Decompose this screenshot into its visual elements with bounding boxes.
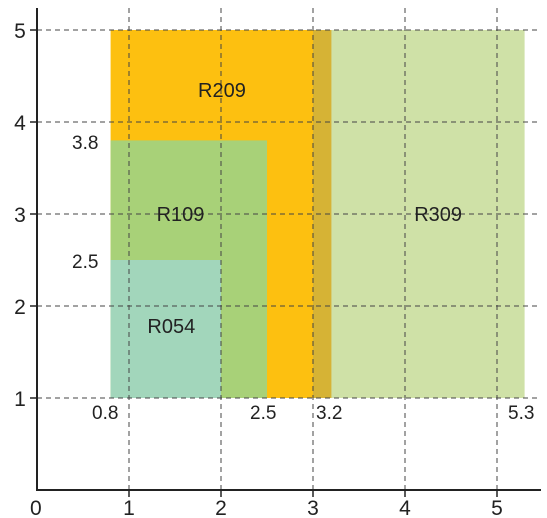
region-label-r209: R209 [198, 80, 246, 102]
annotation-y-3-8: 3.8 [72, 133, 98, 154]
annotation-x-5-3: 5.3 [508, 403, 534, 424]
grid-layer [37, 8, 541, 490]
value-annotations: 3.8 2.5 0.8 2.5 3.2 5.3 [72, 133, 534, 424]
region-label-r109: R109 [157, 204, 205, 226]
annotation-x-2-5: 2.5 [250, 403, 276, 424]
y-tick-label-4: 4 [14, 112, 26, 135]
tick-labels: 0 1 2 3 4 5 1 2 3 4 5 [14, 20, 503, 518]
x-tick-label-3: 3 [307, 497, 319, 518]
annotation-x-3-2: 3.2 [316, 403, 342, 424]
x-tick-label-2: 2 [215, 497, 227, 518]
x-tick-label-4: 4 [399, 497, 411, 518]
annotation-y-2-5: 2.5 [72, 252, 98, 273]
region-label-r054: R054 [147, 316, 195, 338]
axes-layer [36, 8, 541, 491]
y-tick-label-1: 1 [14, 388, 26, 411]
y-tick-label-3: 3 [14, 204, 26, 227]
x-tick-label-5: 5 [491, 497, 503, 518]
region-labels: R209 R309 R109 R054 [147, 80, 462, 338]
x-tick-label-0: 0 [30, 497, 42, 518]
annotation-x-0-8: 0.8 [92, 403, 118, 424]
x-tick-label-1: 1 [123, 497, 135, 518]
y-tick-label-5: 5 [14, 20, 26, 43]
region-label-r309: R309 [414, 204, 462, 226]
y-tick-label-2: 2 [14, 296, 26, 319]
